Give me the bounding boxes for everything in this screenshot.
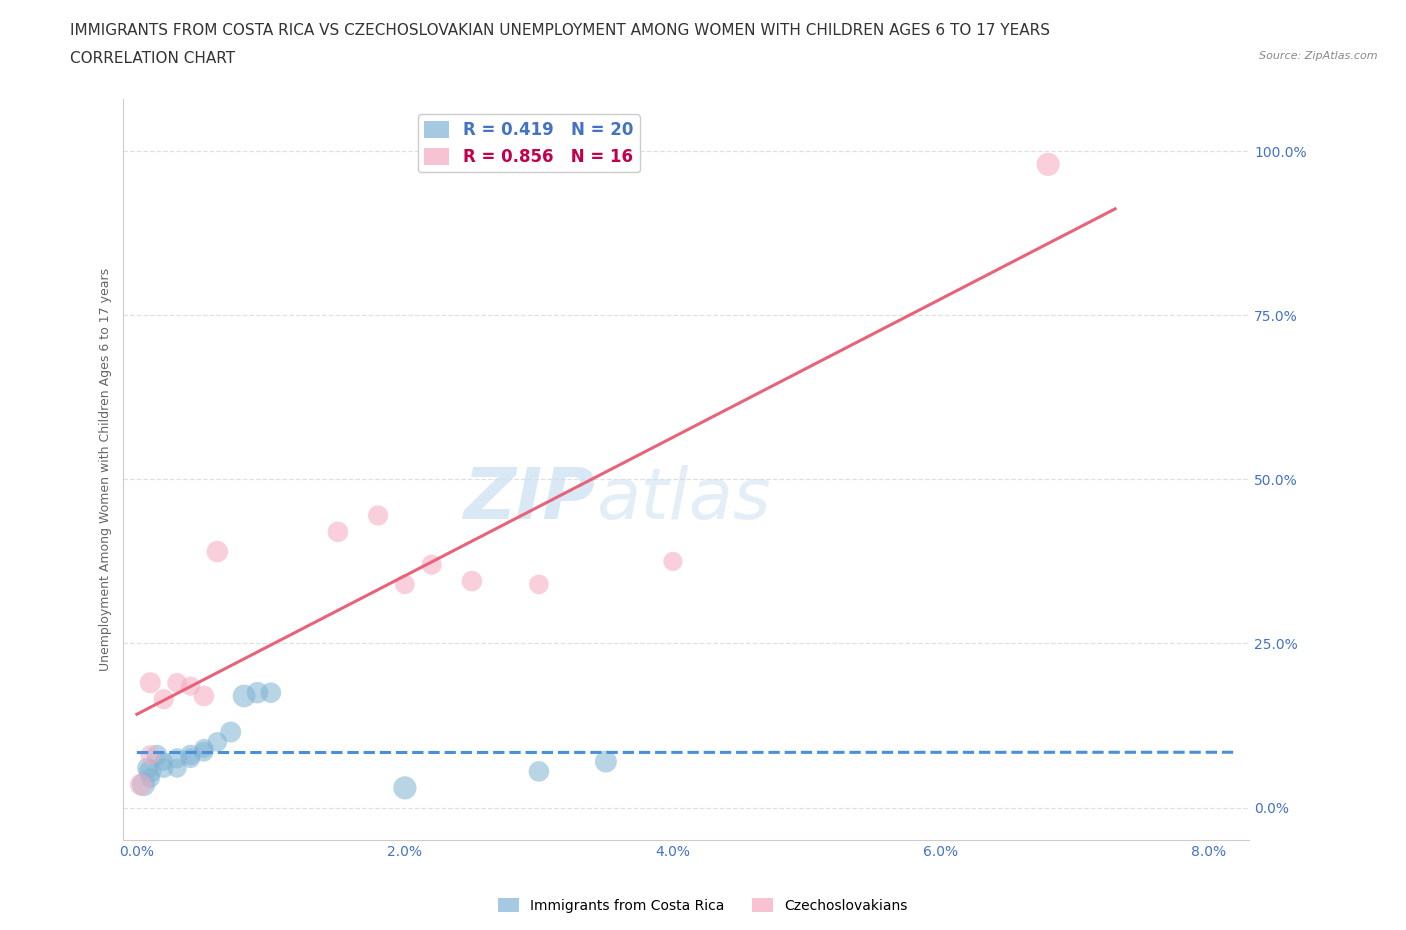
Point [132,777,155,792]
Point [152,761,174,776]
Point [179,748,201,763]
Point [595,754,617,769]
Point [193,741,215,756]
Point [193,744,215,759]
Point [152,692,174,707]
Point [233,688,256,703]
Point [394,780,416,795]
Point [139,675,162,690]
Point [461,574,484,589]
Point [326,525,349,539]
Point [152,754,174,769]
Point [139,764,162,778]
Point [166,675,188,690]
Y-axis label: Unemployment Among Women with Children Ages 6 to 17 years: Unemployment Among Women with Children A… [100,268,112,671]
Legend: Immigrants from Costa Rica, Czechoslovakians: Immigrants from Costa Rica, Czechoslovak… [492,893,914,919]
Text: ZIP: ZIP [464,465,596,534]
Point [179,679,201,694]
Point [420,557,443,572]
Legend: R = 0.419   N = 20, R = 0.856   N = 16: R = 0.419 N = 20, R = 0.856 N = 16 [418,114,640,172]
Point [207,544,229,559]
Point [219,724,242,739]
Point [1036,157,1059,172]
Point [193,688,215,703]
Point [662,554,685,569]
Point [166,761,188,776]
Point [166,751,188,765]
Point [527,764,550,778]
Point [394,577,416,591]
Point [207,735,229,750]
Point [179,751,201,765]
Text: IMMIGRANTS FROM COSTA RICA VS CZECHOSLOVAKIAN UNEMPLOYMENT AMONG WOMEN WITH CHIL: IMMIGRANTS FROM COSTA RICA VS CZECHOSLOV… [70,23,1050,38]
Point [139,771,162,786]
Point [367,508,389,523]
Text: atlas: atlas [596,465,770,534]
Point [246,685,269,700]
Point [139,748,162,763]
Point [146,748,169,763]
Point [129,777,152,792]
Point [136,761,159,776]
Text: Source: ZipAtlas.com: Source: ZipAtlas.com [1260,51,1378,61]
Text: CORRELATION CHART: CORRELATION CHART [70,51,235,66]
Point [260,685,283,700]
Point [527,577,550,591]
